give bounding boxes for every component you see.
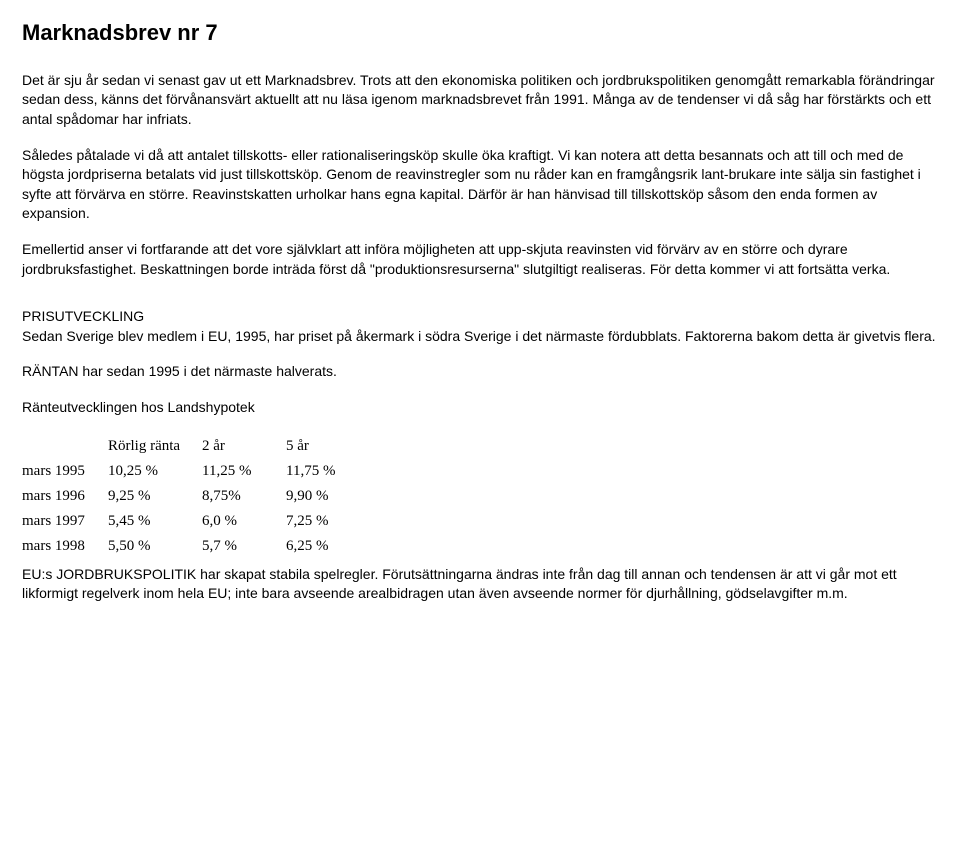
cell-rorlig: 5,50 % — [108, 534, 202, 559]
cell-rorlig: 9,25 % — [108, 484, 202, 509]
cell-5ar: 11,75 % — [286, 459, 370, 484]
cell-rorlig: 5,45 % — [108, 509, 202, 534]
cell-label: mars 1998 — [22, 534, 108, 559]
cell-label: mars 1996 — [22, 484, 108, 509]
table-row: mars 1995 10,25 % 11,25 % 11,75 % — [22, 459, 370, 484]
table-header-row: Rörlig ränta 2 år 5 år — [22, 434, 370, 459]
table-row: mars 1997 5,45 % 6,0 % 7,25 % — [22, 509, 370, 534]
paragraph-rantan: RÄNTAN har sedan 1995 i det närmaste hal… — [22, 362, 938, 382]
paragraph-intro: Det är sju år sedan vi senast gav ut ett… — [22, 71, 938, 130]
cell-label: mars 1995 — [22, 459, 108, 484]
cell-5ar: 7,25 % — [286, 509, 370, 534]
header-2ar: 2 år — [202, 434, 286, 459]
cell-2ar: 8,75% — [202, 484, 286, 509]
cell-5ar: 6,25 % — [286, 534, 370, 559]
paragraph-ranteutveckling-heading: Ränteutvecklingen hos Landshypotek — [22, 398, 938, 418]
table-row: mars 1998 5,50 % 5,7 % 6,25 % — [22, 534, 370, 559]
header-rorlig: Rörlig ränta — [108, 434, 202, 459]
cell-label: mars 1997 — [22, 509, 108, 534]
cell-5ar: 9,90 % — [286, 484, 370, 509]
header-5ar: 5 år — [286, 434, 370, 459]
paragraph-prisutveckling: PRISUTVECKLING Sedan Sverige blev medlem… — [22, 307, 938, 346]
cell-2ar: 11,25 % — [202, 459, 286, 484]
cell-rorlig: 10,25 % — [108, 459, 202, 484]
rate-table: Rörlig ränta 2 år 5 år mars 1995 10,25 %… — [22, 434, 370, 559]
cell-2ar: 5,7 % — [202, 534, 286, 559]
cell-2ar: 6,0 % — [202, 509, 286, 534]
table-row: mars 1996 9,25 % 8,75% 9,90 % — [22, 484, 370, 509]
page-title: Marknadsbrev nr 7 — [22, 18, 938, 49]
paragraph-eu-politik: EU:s JORDBRUKSPOLITIK har skapat stabila… — [22, 565, 938, 604]
header-blank — [22, 434, 108, 459]
paragraph-reavinst: Emellertid anser vi fortfarande att det … — [22, 240, 938, 279]
paragraph-tillskott: Således påtalade vi då att antalet tills… — [22, 146, 938, 224]
prisutveckling-label: PRISUTVECKLING — [22, 308, 144, 324]
prisutveckling-body: Sedan Sverige blev medlem i EU, 1995, ha… — [22, 328, 936, 344]
